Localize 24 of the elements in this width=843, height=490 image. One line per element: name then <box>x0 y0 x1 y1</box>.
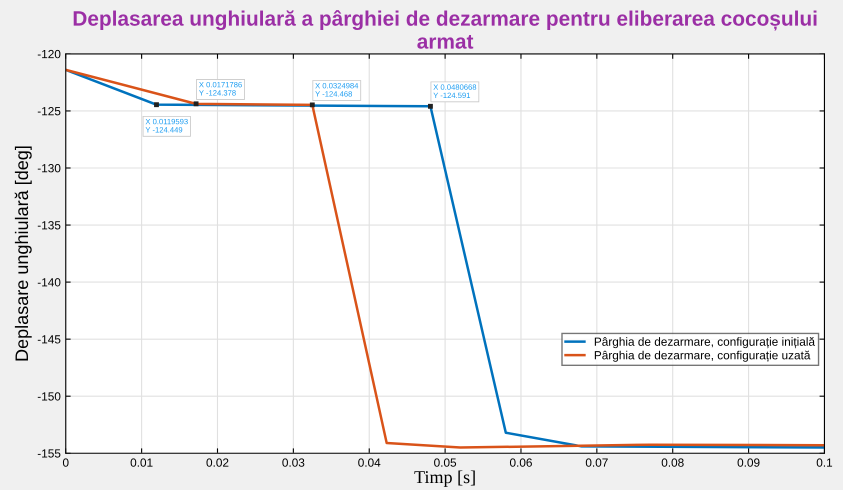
x-tick-label: 0.1 <box>816 458 832 467</box>
x-tick-label: 0.05 <box>434 458 456 467</box>
x-tick-label: 0 <box>62 458 69 467</box>
x-tick-label: 0.04 <box>358 458 380 467</box>
legend-label: Pârghia de dezarmare, configurație uzată <box>594 350 810 362</box>
x-tick-label: 0.01 <box>130 458 153 467</box>
y-tick-label: -145 <box>38 335 60 344</box>
x-axis-title: Timp [s] <box>414 470 475 487</box>
x-tick-label: 0.07 <box>586 458 608 467</box>
y-tick-label: -155 <box>38 449 60 458</box>
y-tick-label: -135 <box>38 221 60 230</box>
x-tick-label: 0.03 <box>282 458 304 467</box>
y-tick-label: -130 <box>38 164 60 172</box>
x-tick-label: 0.09 <box>738 458 760 467</box>
y-tick-label: -120 <box>38 50 60 58</box>
y-axis-title: Deplasare unghiulară [deg] <box>14 146 32 360</box>
x-tick-label: 0.02 <box>206 458 228 467</box>
legend-label: Pârghia de dezarmare, configurație inițială <box>594 337 816 348</box>
y-tick-label: -150 <box>38 392 60 401</box>
x-tick-label: 0.06 <box>510 458 532 467</box>
x-tick-label: 0.08 <box>662 458 684 467</box>
chart-title: Deplasarea unghiulară a pârghiei de dezarmare pentru eliberarea cocoșului armat <box>74 10 816 49</box>
y-tick-label: -140 <box>38 278 60 286</box>
y-tick-label: -125 <box>38 106 60 116</box>
